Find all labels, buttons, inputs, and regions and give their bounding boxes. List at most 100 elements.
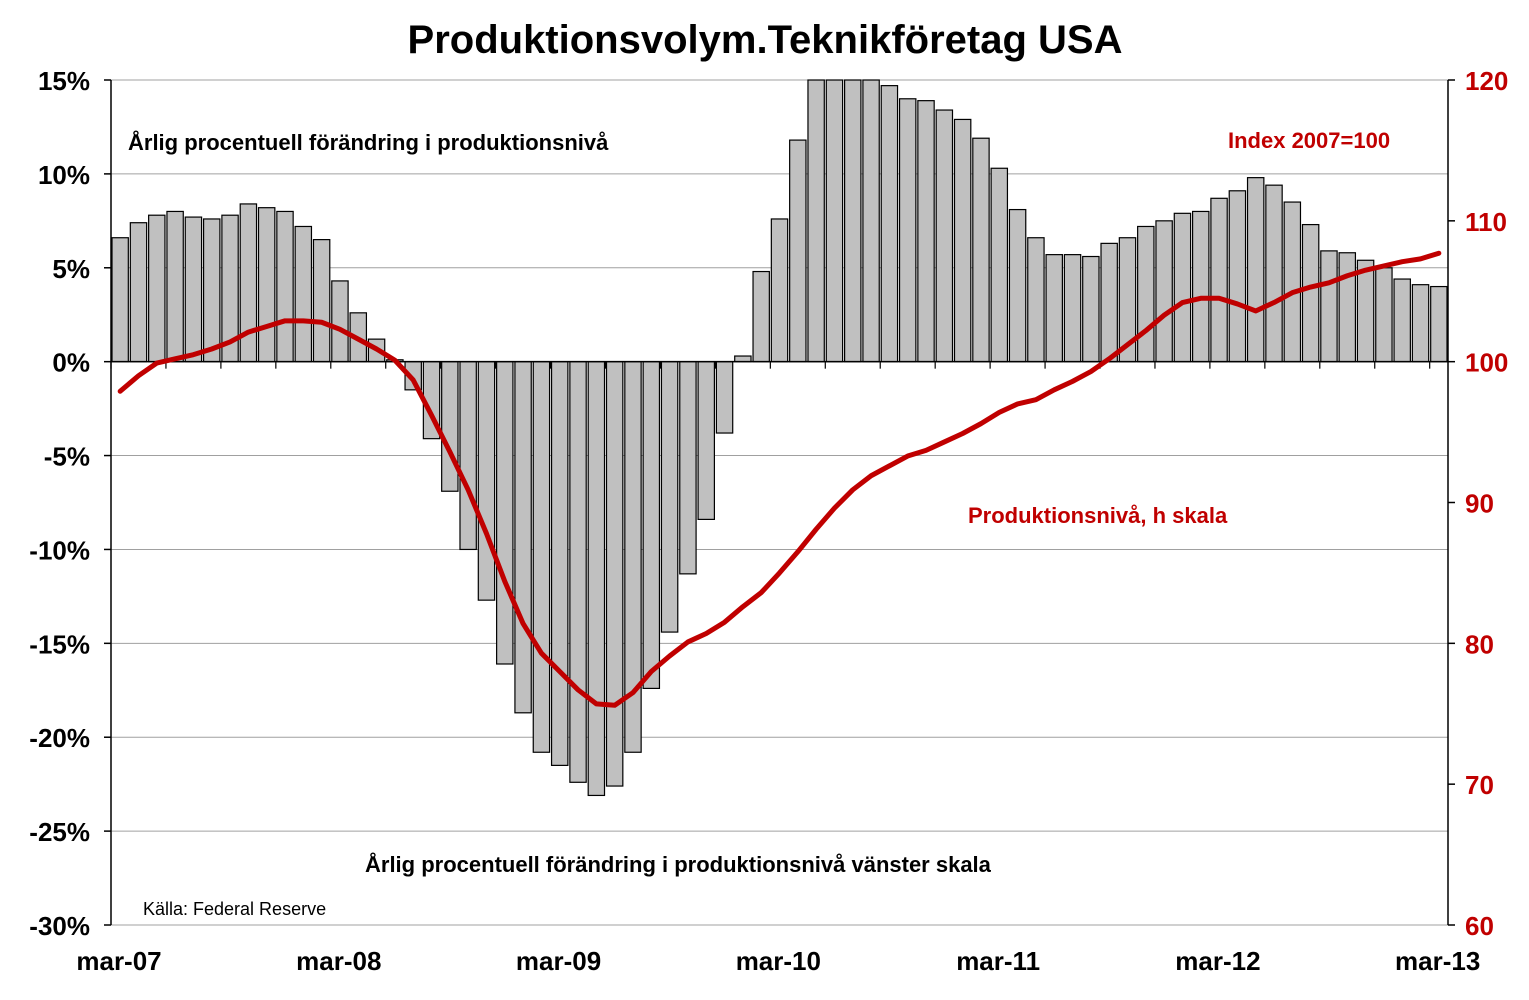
right-tick-label: 90 [1465, 489, 1494, 519]
bar [843, 79, 862, 363]
x-tick-label: mar-12 [1175, 946, 1260, 976]
bar [862, 79, 880, 363]
left-tick-label: 5% [52, 254, 90, 284]
bar [1173, 212, 1192, 363]
bar [239, 203, 258, 363]
bar [1155, 220, 1173, 363]
line-series-label: Produktionsnivå, h skala [968, 503, 1228, 528]
right-tick-label: 60 [1465, 911, 1494, 941]
bar [1430, 285, 1448, 363]
bar [752, 270, 770, 363]
bar [441, 361, 459, 492]
left-tick-label: 15% [38, 66, 90, 96]
bar [1027, 237, 1045, 363]
bar [825, 79, 844, 363]
bar [1265, 184, 1283, 363]
bar [715, 361, 734, 434]
bar [1045, 254, 1063, 363]
bar [477, 361, 496, 601]
right-tick-label: 110 [1465, 207, 1507, 237]
bar [1082, 255, 1100, 363]
bar [587, 361, 606, 797]
left-tick-label: 0% [52, 348, 90, 378]
bar [990, 167, 1009, 363]
tick-labels: 15% 10% 5% 0% -5% -10% -15% -20% -25% -30% 120 110 1… [29, 66, 1508, 976]
axes [104, 79, 1455, 926]
bar [679, 361, 697, 575]
bar [898, 98, 917, 363]
bar [660, 361, 679, 633]
production-index-line [117, 250, 1442, 708]
bar [148, 214, 166, 363]
bar [807, 79, 825, 363]
x-tick-label: mar-11 [956, 946, 1040, 976]
bars-annotation-top: Årlig procentuell förändring i produktio… [128, 129, 609, 155]
bar [202, 218, 221, 363]
x-tick-label: mar-10 [736, 946, 821, 976]
bar [1301, 223, 1320, 363]
bar [1338, 252, 1357, 363]
bar [129, 222, 148, 363]
source-note: Källa: Federal Reserve [143, 899, 326, 919]
bar-series [111, 79, 1448, 797]
bar [1191, 210, 1210, 363]
left-tick-label: -25% [29, 817, 90, 847]
bar [1320, 250, 1338, 363]
bar [257, 207, 276, 363]
bar [1356, 259, 1375, 363]
bar [1137, 225, 1155, 363]
x-tick-label: mar-07 [76, 946, 161, 976]
bar [917, 100, 935, 363]
left-tick-label: 10% [38, 160, 90, 190]
bar [1246, 177, 1265, 363]
x-tick-label: mar-08 [296, 946, 381, 976]
bar [294, 225, 313, 363]
bar [642, 361, 661, 690]
bar [1100, 242, 1118, 363]
left-tick-label: -10% [29, 535, 90, 565]
bar [1228, 190, 1247, 363]
bar [880, 85, 899, 363]
bar [770, 218, 789, 363]
left-tick-label: -20% [29, 723, 90, 753]
bar [697, 361, 716, 521]
bar [276, 210, 294, 363]
bar [550, 361, 569, 766]
index-note: Index 2007=100 [1228, 128, 1390, 153]
bar [1283, 201, 1302, 363]
bar [953, 118, 972, 363]
bars-annotation-bottom: Årlig procentuell förändring i produktio… [365, 851, 992, 877]
right-tick-label: 70 [1465, 770, 1494, 800]
right-tick-label: 120 [1465, 66, 1508, 96]
left-tick-label: -30% [29, 911, 90, 941]
bar [166, 210, 184, 363]
bar [1008, 208, 1027, 363]
bar [789, 139, 807, 363]
x-tick-label: mar-13 [1395, 946, 1480, 976]
line-series [117, 250, 1442, 708]
right-tick-label: 80 [1465, 629, 1494, 659]
left-tick-label: -5% [44, 442, 90, 472]
x-tick-label: mar-09 [516, 946, 601, 976]
bar [1411, 284, 1430, 363]
bar [514, 361, 532, 714]
bar [184, 216, 203, 363]
bar [569, 361, 587, 783]
bar [1375, 267, 1393, 363]
bar [496, 361, 514, 665]
left-tick-label: -15% [29, 629, 90, 659]
bar [1063, 254, 1082, 363]
bar [532, 361, 551, 753]
bar [734, 355, 752, 363]
bar [1393, 278, 1411, 363]
bar [331, 280, 349, 363]
bar [1210, 197, 1228, 363]
bar [312, 239, 331, 363]
right-tick-label: 100 [1465, 348, 1508, 378]
chart-title: Produktionsvolym.Teknikföretag USA [408, 18, 1123, 62]
bar [935, 109, 954, 363]
bar [111, 237, 129, 363]
bar [605, 361, 624, 787]
bar [459, 361, 477, 551]
